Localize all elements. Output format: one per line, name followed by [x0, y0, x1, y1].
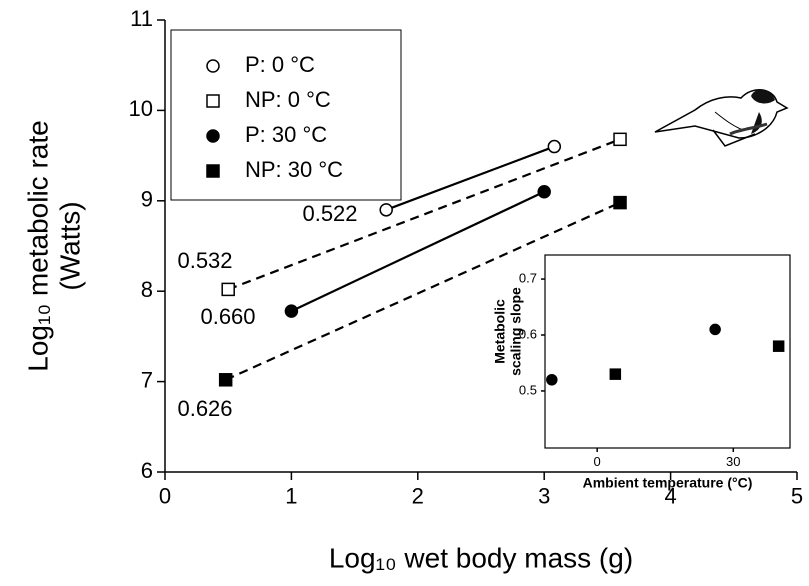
inset-frame [544, 254, 791, 449]
marker [537, 185, 551, 199]
annotation: 0.532 [177, 248, 232, 273]
marker [772, 340, 785, 352]
marker [218, 373, 233, 387]
series-line [225, 201, 621, 381]
x-axis-label: Log₁₀ wet body mass (g) [329, 542, 633, 573]
y-tick-label: 6 [141, 458, 153, 483]
annotation: 0.522 [302, 201, 357, 226]
legend-marker [206, 129, 220, 143]
marker [609, 368, 622, 380]
y-axis-label: Log₁₀ metabolic rate [22, 120, 53, 371]
y-tick-label: 9 [141, 187, 153, 212]
x-tick-label: 1 [285, 483, 297, 508]
x-tick-label: 30 [726, 454, 740, 469]
legend-label: P: 30 °C [245, 122, 327, 147]
marker [547, 139, 562, 154]
annotation: 0.626 [177, 396, 232, 421]
annotation: 0.660 [200, 304, 255, 329]
x-axis-label: Ambient temperature (°C) [583, 475, 753, 491]
marker [379, 203, 393, 217]
y-tick-label: 8 [141, 277, 153, 302]
series-line [385, 145, 555, 211]
legend-marker [206, 94, 220, 108]
y-tick-label: 0.6 [519, 326, 537, 341]
x-tick-label: 0 [594, 454, 601, 469]
y-axis-label: Metabolic [492, 299, 508, 364]
y-tick-label: 11 [130, 6, 153, 31]
marker [613, 195, 627, 210]
x-tick-label: 4 [664, 483, 676, 508]
y-tick-label: 0.5 [519, 382, 537, 397]
x-tick-label: 0 [159, 483, 171, 508]
legend-marker [206, 164, 220, 178]
y-tick-label: 10 [129, 96, 153, 121]
marker [221, 282, 235, 297]
legend-label: NP: 30 °C [245, 157, 343, 182]
marker [546, 374, 558, 386]
legend-label: P: 0 °C [245, 52, 315, 77]
marker [709, 323, 721, 336]
series-line [227, 138, 621, 291]
legend-label: NP: 0 °C [245, 87, 331, 112]
bird-icon [654, 89, 789, 147]
x-tick-label: 2 [412, 483, 424, 508]
marker [613, 132, 627, 147]
x-tick-label: 5 [791, 483, 803, 508]
series-line [290, 190, 545, 313]
y-tick-label: 0.7 [519, 270, 537, 285]
y-axis-label: scaling slope [508, 287, 524, 376]
x-tick-label: 3 [538, 483, 550, 508]
legend-marker [206, 59, 220, 73]
y-tick-label: 7 [141, 367, 153, 392]
marker [284, 304, 299, 318]
y-axis-label: (Watts) [54, 201, 85, 290]
legend-box [170, 29, 402, 201]
